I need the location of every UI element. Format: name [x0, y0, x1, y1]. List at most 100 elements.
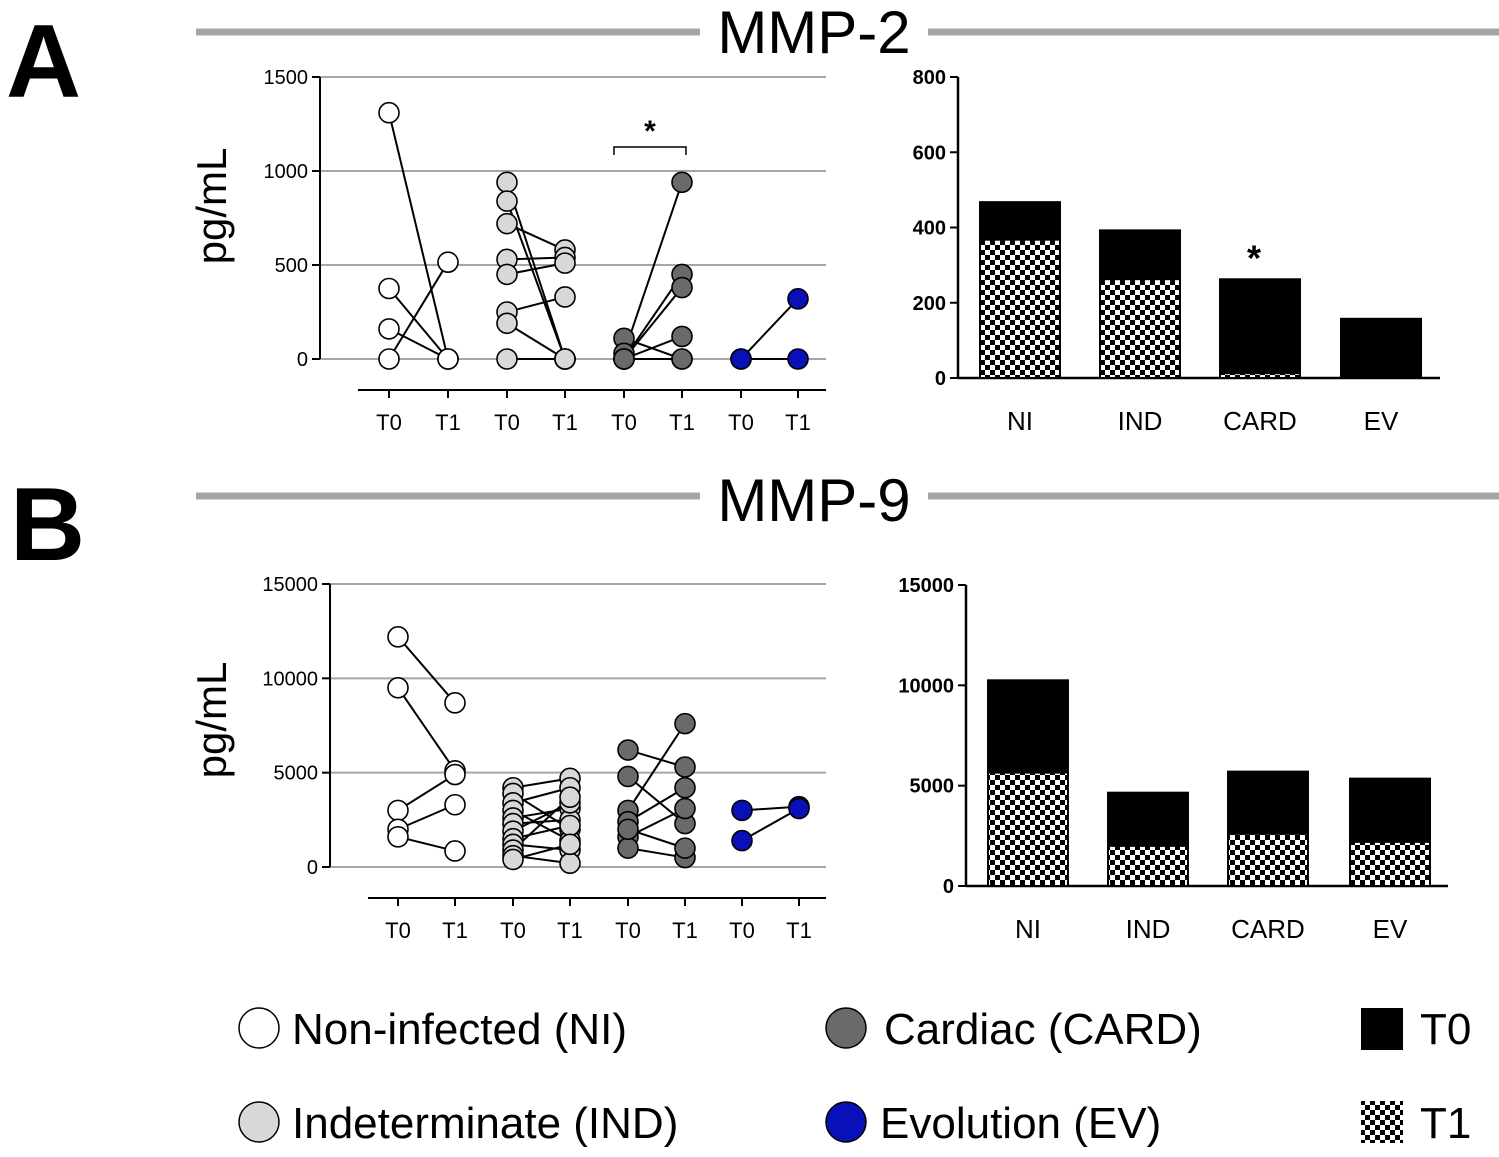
data-point-t0 — [378, 318, 400, 340]
legend-marker-ni — [238, 1007, 280, 1049]
y-tick-label: 400 — [913, 218, 946, 240]
bar-t0-card — [1219, 278, 1301, 378]
x-tick-label-ind: IND — [1126, 914, 1171, 944]
pair-line — [397, 687, 456, 772]
data-point-t1 — [674, 837, 696, 859]
x-tick-label-t0: T0 — [728, 410, 754, 435]
y-tick-label: 10000 — [898, 675, 954, 697]
x-tick-label-t1: T1 — [669, 410, 695, 435]
data-point-t1 — [674, 797, 696, 820]
paired-plot-mmp9: 0 5000 10000 15000 T0 T1 T0 T1 T0 T1 T0 T1 — [262, 574, 826, 943]
y-tick-label: 1500 — [264, 67, 309, 89]
pair-line — [388, 287, 449, 360]
panel-letter-a: A — [6, 4, 81, 120]
y-tick-label: 500 — [275, 255, 308, 277]
x-tick-label-t1: T1 — [442, 918, 468, 943]
bar-t1-card — [1221, 374, 1299, 377]
x-tick-label-t0: T0 — [615, 918, 641, 943]
bar-chart-mmp9: 0 5000 10000 15000 NI IND CARD EV — [898, 575, 1448, 944]
bar-t1-ind — [1101, 280, 1179, 377]
x-tick-label-ev: EV — [1373, 914, 1408, 944]
significance-bracket — [613, 146, 687, 155]
x-tick-label-t1: T1 — [785, 410, 811, 435]
data-point-t1 — [559, 786, 581, 808]
paired-plot-mmp2: 0 500 1000 1500 T0 T1 T0 T1 T0 T1 T0 T1 * — [264, 67, 826, 435]
x-tick-label-ni: NI — [1007, 406, 1033, 436]
data-point-t1 — [674, 776, 696, 799]
panel-b-header: B MMP-9 — [10, 467, 1499, 583]
x-tick-label-card: CARD — [1231, 914, 1305, 944]
pair-line — [388, 112, 449, 360]
legend-marker-ev — [825, 1101, 867, 1143]
data-point-t0 — [378, 348, 400, 370]
series-ind-b — [502, 767, 581, 875]
bar-t1-ni — [981, 240, 1059, 377]
bar-t1-ind — [1109, 846, 1187, 885]
pair-line — [388, 328, 449, 360]
x-tick-label-t0: T0 — [385, 918, 411, 943]
pair-line — [623, 286, 683, 360]
x-tick-label-t1: T1 — [435, 410, 461, 435]
pair-line — [506, 181, 566, 360]
data-point-t0 — [731, 829, 753, 852]
data-point-t0 — [387, 799, 409, 822]
panel-letter-b: B — [10, 467, 85, 583]
y-tick-label: 0 — [297, 349, 308, 371]
series-card-b — [617, 712, 696, 869]
pair-line — [627, 786, 686, 823]
x-tick-label-ind: IND — [1118, 406, 1163, 436]
significance-star: * — [1247, 237, 1261, 278]
data-point-t1 — [559, 814, 581, 837]
series-ind-a — [496, 171, 576, 370]
bar-t1-ev — [1351, 842, 1429, 885]
series-ni-b — [387, 626, 466, 862]
y-tick-label: 600 — [913, 142, 946, 164]
data-point-t0 — [496, 190, 518, 212]
data-point-t0 — [496, 171, 518, 194]
panel-a-header: A MMP-2 — [6, 0, 1499, 120]
x-tick-label-t1: T1 — [552, 410, 578, 435]
y-tick-label: 15000 — [898, 575, 954, 597]
data-point-t0 — [617, 837, 639, 859]
pair-line — [627, 723, 686, 811]
data-point-t1 — [554, 252, 576, 274]
y-tick-label: 0 — [943, 876, 954, 898]
y-tick-label: 5000 — [274, 763, 319, 785]
data-point-t0 — [378, 101, 400, 124]
x-tick-label-t0: T0 — [376, 410, 402, 435]
data-point-t1 — [671, 348, 693, 370]
legend-label-ev: Evolution (EV) — [880, 1099, 1161, 1148]
series-ev-b — [731, 795, 810, 852]
y-tick-label: 200 — [913, 293, 946, 315]
data-point-t1 — [671, 325, 693, 348]
data-point-t1 — [437, 251, 459, 273]
series-card-a — [613, 171, 693, 370]
legend-marker-ind — [238, 1101, 280, 1143]
pair-line — [740, 298, 799, 360]
data-point-t1 — [671, 276, 693, 299]
legend-item-ev: Evolution (EV) — [825, 1099, 1161, 1148]
legend-item-t1: T1 — [1361, 1099, 1471, 1148]
legend-marker-card — [825, 1007, 867, 1049]
panel-title-a: MMP-2 — [717, 0, 910, 66]
data-point-t1 — [674, 712, 696, 735]
y-tick-label: 15000 — [262, 574, 318, 596]
bar-t0-ev — [1340, 317, 1422, 378]
pair-line — [623, 181, 683, 354]
y-tick-label: 5000 — [910, 776, 955, 798]
y-tick-label: 0 — [307, 857, 318, 879]
y-tick-label: 1000 — [264, 161, 309, 183]
x-tick-label-t0: T0 — [494, 410, 520, 435]
x-tick-label-ni: NI — [1015, 914, 1041, 944]
data-point-t0 — [617, 765, 639, 788]
legend-item-t0: T0 — [1361, 1005, 1471, 1054]
legend-swatch-t1 — [1361, 1101, 1403, 1143]
y-tick-label: 10000 — [262, 668, 318, 690]
data-point-t0 — [730, 348, 752, 370]
bar-chart-mmp2: 0 200 400 600 800 NI IND CARD EV * — [913, 67, 1440, 436]
legend: Non-infected (NI) Indeterminate (IND) Ca… — [238, 1005, 1471, 1148]
data-point-t1 — [554, 286, 576, 308]
x-tick-label-ev: EV — [1364, 406, 1399, 436]
data-point-t1 — [437, 348, 459, 370]
